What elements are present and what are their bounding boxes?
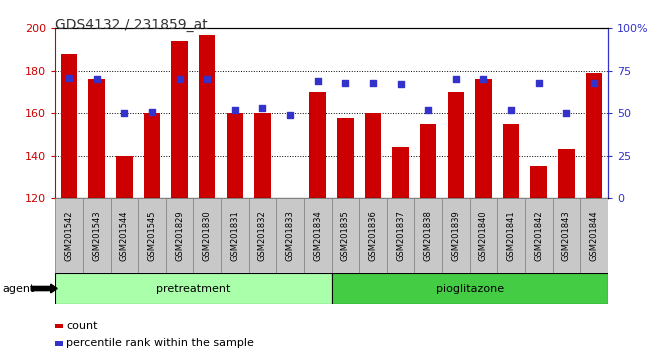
Bar: [337, 118, 354, 198]
Bar: [365, 113, 381, 198]
Point: [506, 107, 516, 113]
Point: [561, 110, 571, 116]
Bar: [111, 198, 138, 273]
Bar: [503, 124, 519, 198]
Bar: [475, 79, 491, 198]
Text: GSM201839: GSM201839: [451, 210, 460, 261]
Bar: [558, 149, 575, 198]
Bar: [221, 198, 248, 273]
Text: GSM201840: GSM201840: [479, 210, 488, 261]
Bar: [586, 73, 602, 198]
Bar: [55, 198, 83, 273]
Point: [368, 80, 378, 86]
Point: [92, 76, 102, 82]
Text: GSM201844: GSM201844: [590, 210, 599, 261]
Text: GSM201837: GSM201837: [396, 210, 405, 261]
Bar: [194, 198, 221, 273]
Bar: [309, 92, 326, 198]
Point: [174, 76, 185, 82]
Bar: [359, 198, 387, 273]
Text: pretreatment: pretreatment: [156, 284, 231, 293]
Bar: [83, 198, 111, 273]
Text: GSM201543: GSM201543: [92, 210, 101, 261]
Text: GSM201835: GSM201835: [341, 210, 350, 261]
Bar: [580, 198, 608, 273]
Bar: [552, 198, 580, 273]
Text: GSM201830: GSM201830: [203, 210, 212, 261]
Text: GSM201842: GSM201842: [534, 210, 543, 261]
Text: percentile rank within the sample: percentile rank within the sample: [66, 338, 254, 348]
Point: [229, 107, 240, 113]
Text: GSM201542: GSM201542: [64, 210, 73, 261]
Bar: [420, 124, 437, 198]
Bar: [332, 198, 359, 273]
Point: [313, 78, 323, 84]
Bar: [276, 198, 304, 273]
Text: GSM201838: GSM201838: [424, 210, 433, 261]
Point: [395, 81, 406, 87]
Bar: [469, 198, 497, 273]
Text: agent: agent: [3, 284, 35, 293]
Bar: [497, 198, 525, 273]
Point: [285, 112, 295, 118]
Text: GDS4132 / 231859_at: GDS4132 / 231859_at: [55, 18, 208, 32]
Bar: [116, 156, 133, 198]
Point: [64, 75, 74, 80]
Point: [478, 76, 489, 82]
Bar: [166, 198, 194, 273]
Text: GSM201843: GSM201843: [562, 210, 571, 261]
Point: [257, 105, 268, 111]
Bar: [530, 166, 547, 198]
Text: GSM201831: GSM201831: [230, 210, 239, 261]
Text: count: count: [66, 321, 98, 331]
Point: [119, 110, 129, 116]
Text: GSM201841: GSM201841: [506, 210, 515, 261]
Bar: [144, 113, 161, 198]
Bar: [415, 198, 442, 273]
Text: GSM201545: GSM201545: [148, 210, 157, 261]
Bar: [55, 273, 332, 304]
Bar: [227, 113, 243, 198]
Bar: [442, 198, 469, 273]
Point: [147, 109, 157, 114]
Bar: [387, 198, 415, 273]
Point: [534, 80, 544, 86]
Bar: [254, 113, 271, 198]
Point: [340, 80, 350, 86]
Bar: [332, 273, 608, 304]
Text: GSM201544: GSM201544: [120, 210, 129, 261]
Text: GSM201836: GSM201836: [369, 210, 378, 261]
Text: GSM201829: GSM201829: [175, 210, 184, 261]
Point: [202, 76, 213, 82]
Bar: [61, 54, 77, 198]
Bar: [447, 92, 464, 198]
Bar: [304, 198, 332, 273]
Bar: [88, 79, 105, 198]
Point: [450, 76, 461, 82]
Bar: [525, 198, 552, 273]
Bar: [392, 147, 409, 198]
Text: GSM201833: GSM201833: [285, 210, 294, 261]
Text: pioglitazone: pioglitazone: [436, 284, 504, 293]
Text: GSM201834: GSM201834: [313, 210, 322, 261]
Bar: [199, 35, 216, 198]
Bar: [138, 198, 166, 273]
Bar: [248, 198, 276, 273]
Point: [589, 80, 599, 86]
Text: GSM201832: GSM201832: [258, 210, 267, 261]
Bar: [172, 41, 188, 198]
Point: [423, 107, 434, 113]
